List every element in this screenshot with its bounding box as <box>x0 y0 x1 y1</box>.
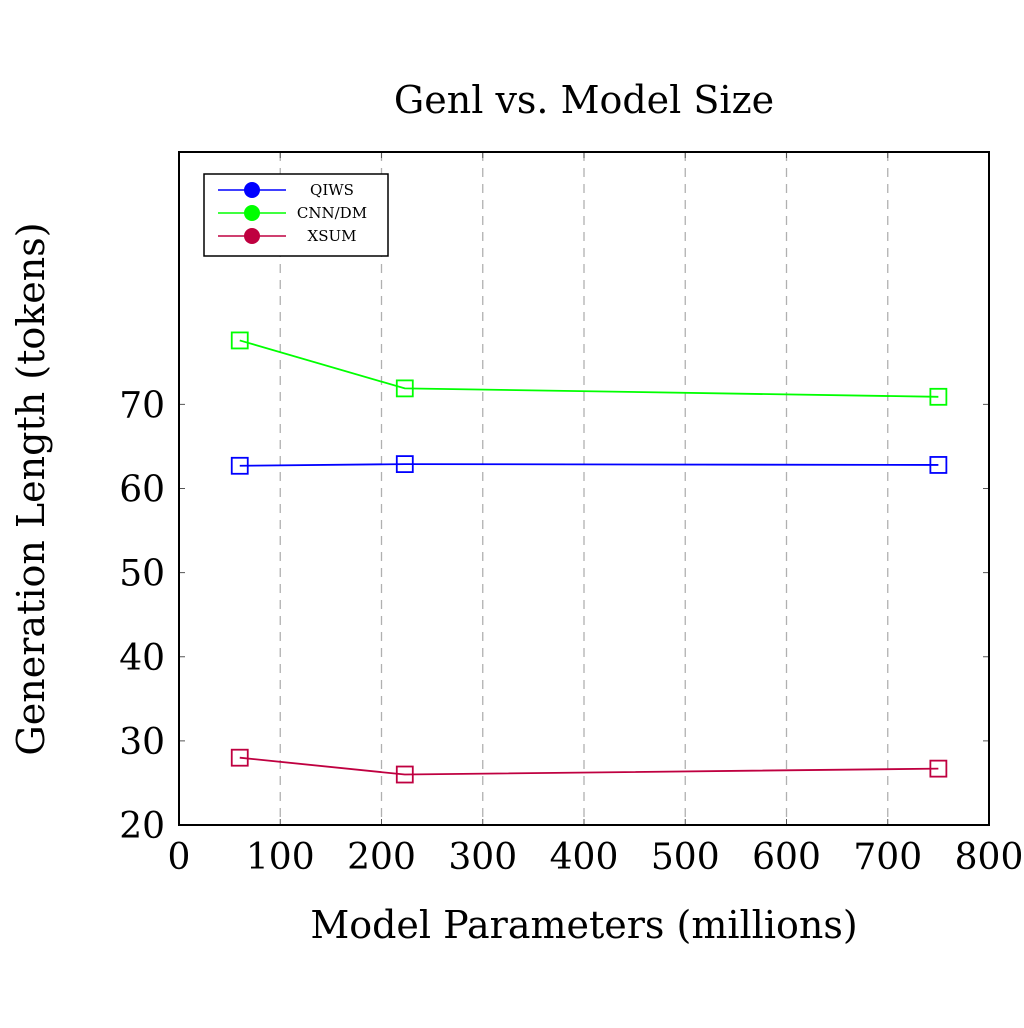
series-1 <box>230 331 948 406</box>
x-tick-label: 600 <box>752 837 821 878</box>
legend-box <box>203 173 389 257</box>
x-tick-label: 400 <box>550 837 619 878</box>
x-tick-labels: 0 100 200 300 400 500 600 700 800 <box>168 837 1024 878</box>
y-tick-label: 50 <box>119 554 165 595</box>
data-point <box>230 456 249 475</box>
x-tick-label: 300 <box>448 837 517 878</box>
x-tick-label: 200 <box>347 837 416 878</box>
y-tick-label: 30 <box>119 722 165 763</box>
data-point <box>395 379 414 398</box>
legend-marker <box>244 228 260 244</box>
data-point <box>230 331 249 350</box>
x-tick-label: 100 <box>246 837 315 878</box>
data-point <box>395 765 414 784</box>
y-tick-label: 20 <box>119 806 165 847</box>
legend: QIWS CNN/DM XSUM <box>203 173 389 257</box>
plot-frame <box>178 151 990 826</box>
data-point <box>929 759 948 778</box>
y-tick-label: 70 <box>119 385 165 426</box>
y-tick-label: 40 <box>119 638 165 679</box>
x-tick-label: 800 <box>955 837 1024 878</box>
legend-label: XSUM <box>308 227 357 245</box>
data-point <box>929 387 948 406</box>
legend-marker <box>244 182 260 198</box>
x-axis-title: Model Parameters (millions) <box>310 903 857 947</box>
x-tick-label: 700 <box>853 837 922 878</box>
series-line <box>239 463 939 467</box>
series-group <box>230 331 948 784</box>
y-tick-labels: 20 30 40 50 60 70 <box>119 385 165 847</box>
legend-label: QIWS <box>310 181 354 199</box>
x-tick-label: 0 <box>168 837 191 878</box>
data-point <box>929 456 948 474</box>
x-tick-label: 500 <box>651 837 720 878</box>
series-0 <box>230 455 948 475</box>
legend-marker <box>244 205 260 221</box>
series-line <box>239 756 939 776</box>
y-axis-title: Generation Length (tokens) <box>9 222 53 755</box>
grid <box>279 152 889 825</box>
series-line <box>239 339 939 398</box>
y-tick-label: 60 <box>119 470 165 511</box>
data-point <box>395 455 414 474</box>
chart-title: Genl vs. Model Size <box>394 78 774 122</box>
data-point <box>230 748 249 767</box>
series-2 <box>230 748 948 784</box>
legend-label: CNN/DM <box>297 204 367 222</box>
